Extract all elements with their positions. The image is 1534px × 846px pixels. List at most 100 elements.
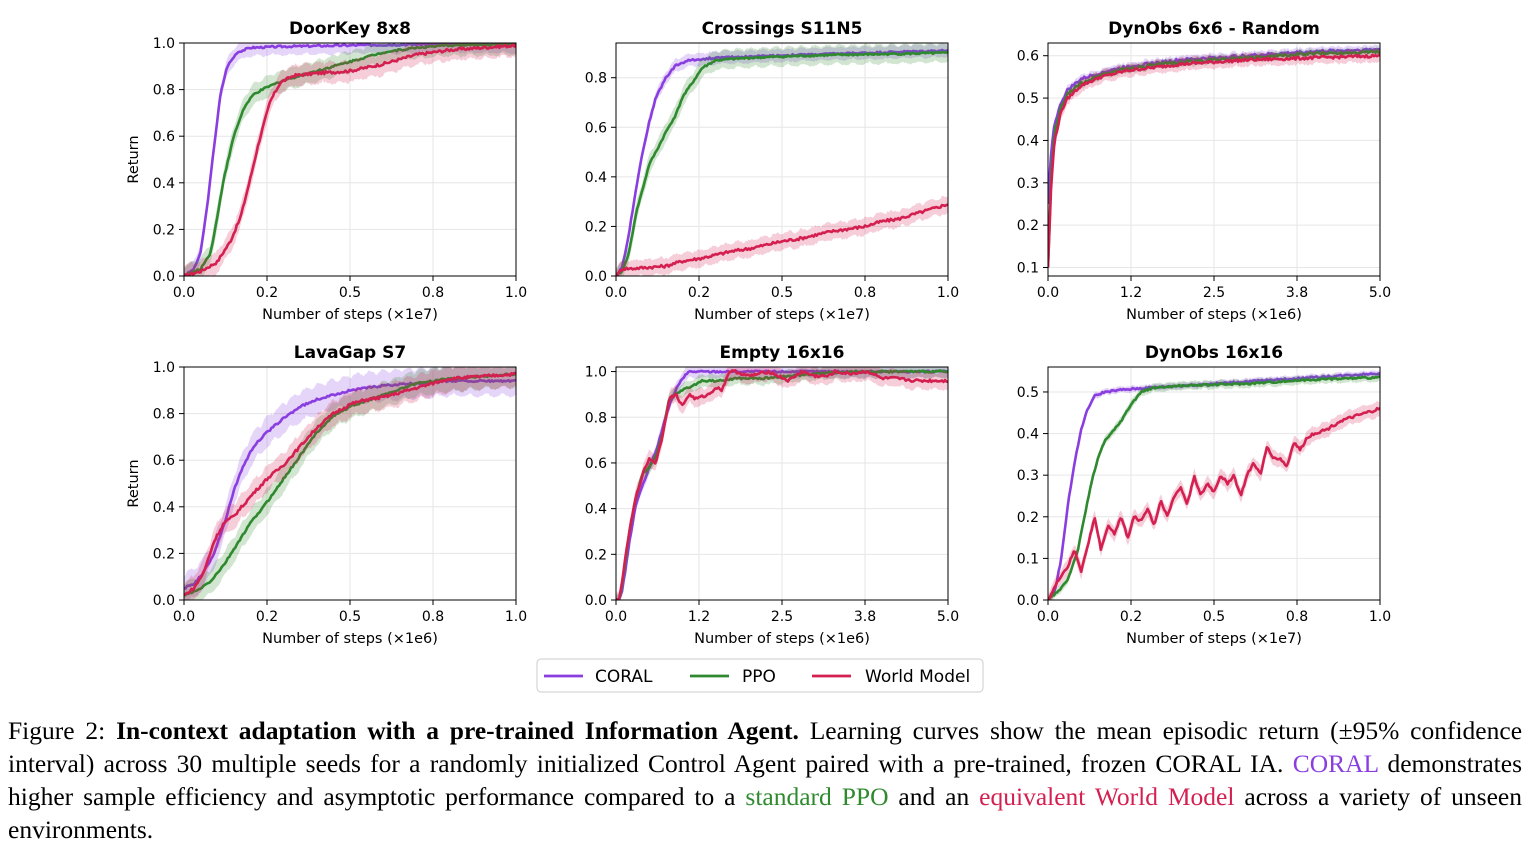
y-tick-label: 1.0 (585, 365, 607, 381)
ci-band-ppo (184, 367, 516, 600)
x-tick-label: 0.2 (688, 285, 710, 301)
y-tick-label: 0.4 (585, 502, 607, 518)
y-tick-label: 0.1 (1017, 261, 1039, 277)
series-line-world-model (184, 43, 516, 276)
x-tick-label: 2.5 (771, 609, 793, 625)
series-line-ppo (184, 43, 516, 276)
y-tick-label: 0.6 (153, 129, 175, 145)
y-tick-label: 0.5 (1017, 385, 1039, 401)
y-tick-label: 0.4 (153, 500, 175, 516)
y-tick-label: 0.8 (585, 71, 607, 87)
series-line-coral (1048, 47, 1380, 205)
x-tick-label: 0.0 (1037, 609, 1059, 625)
x-axis-label: Number of steps (×1e6) (262, 631, 438, 647)
caption-text-1: Learning curves show the mean episodic r… (8, 716, 1523, 778)
x-tick-label: 0.2 (256, 609, 278, 625)
panel-title: Empty 16x16 (720, 343, 845, 363)
y-tick-label: 0.0 (153, 593, 175, 609)
legend: CORAL PPO World Model (536, 658, 984, 693)
y-tick-label: 0.6 (1017, 49, 1039, 65)
y-tick-label: 0.2 (1017, 510, 1039, 526)
figure-caption: Figure 2: In-context adaptation with a p… (8, 714, 1522, 846)
x-tick-label: 2.5 (1203, 285, 1225, 301)
y-tick-label: 0.8 (153, 83, 175, 99)
series-line-world-model (1048, 406, 1380, 600)
y-tick-label: 0.6 (585, 120, 607, 136)
series-line-coral (184, 378, 516, 590)
x-tick-label: 0.2 (1120, 609, 1142, 625)
x-tick-label: 0.0 (1037, 285, 1059, 301)
y-tick-label: 0.4 (153, 176, 175, 192)
y-tick-label: 0.0 (585, 269, 607, 285)
x-tick-label: 1.0 (505, 285, 527, 301)
ci-band-world-model (184, 43, 516, 276)
y-tick-label: 0.6 (585, 456, 607, 472)
y-tick-label: 0.1 (1017, 551, 1039, 567)
x-tick-label: 0.8 (422, 609, 444, 625)
y-tick-label: 0.2 (1017, 218, 1039, 234)
y-tick-label: 0.5 (1017, 91, 1039, 107)
caption-bold-title: In-context adaptation with a pre-trained… (116, 716, 799, 745)
x-tick-label: 0.5 (339, 285, 361, 301)
x-axis-label: Number of steps (×1e7) (694, 307, 870, 323)
caption-ppo-link[interactable]: standard PPO (745, 782, 889, 811)
y-tick-label: 0.0 (1017, 593, 1039, 609)
ci-band-coral (184, 367, 516, 600)
x-axis-label: Number of steps (×1e7) (1126, 631, 1302, 647)
series-line-coral (184, 43, 516, 276)
ci-band-world-model (184, 367, 516, 600)
x-tick-label: 1.0 (505, 609, 527, 625)
series-line-world-model (616, 203, 948, 276)
y-tick-label: 0.8 (153, 407, 175, 423)
legend-box (536, 658, 984, 693)
caption-text-4: across a variety of unseen environments. (8, 782, 1522, 844)
x-tick-label: 1.0 (1369, 609, 1391, 625)
x-tick-label: 0.5 (771, 285, 793, 301)
x-tick-label: 0.2 (256, 285, 278, 301)
panel-title: Crossings S11N5 (702, 19, 863, 39)
y-tick-label: 0.2 (585, 219, 607, 235)
panel-doorkey-8x8: 0.0 0.2 0.5 0.8 1.0 0.0 0.2 0.4 0.6 0.8 1.0 DoorKey… (126, 19, 527, 323)
ci-band-world-model (616, 195, 948, 276)
y-tick-label: 0.0 (585, 593, 607, 609)
y-tick-label: 0.2 (585, 547, 607, 563)
series-line-ppo (616, 50, 948, 276)
caption-coral-link[interactable]: CORAL (1292, 749, 1379, 778)
x-tick-label: 5.0 (937, 609, 959, 625)
y-tick-label: 0.4 (1017, 133, 1039, 149)
caption-prefix: Figure 2: (8, 716, 117, 745)
caption-text-2: demonstrates higher sample efficiency an… (8, 749, 1522, 811)
x-tick-label: 0.5 (339, 609, 361, 625)
x-tick-label: 0.0 (173, 285, 195, 301)
x-tick-label: 0.5 (1203, 609, 1225, 625)
legend-label-coral: CORAL (595, 667, 653, 687)
caption-wm-link[interactable]: equivalent World Model (979, 782, 1235, 811)
panel-dynobs-6x6-random: 0.0 1.2 2.5 3.8 5.0 0.1 0.2 0.3 0.4 0.5 0.6 DynObs … (1017, 19, 1391, 323)
x-tick-label: 5.0 (1369, 285, 1391, 301)
ci-band-world-model (1048, 400, 1380, 600)
x-tick-label: 3.8 (1286, 285, 1308, 301)
x-axis-label: Number of steps (×1e6) (1126, 307, 1302, 323)
y-axis-label: Return (126, 459, 142, 507)
panel-title: DynObs 16x16 (1145, 343, 1283, 363)
panel-crossings-s11n5: 0.0 0.2 0.5 0.8 1.0 0.0 0.2 0.4 0.6 0.8 Crossings … (585, 19, 959, 323)
y-tick-label: 1.0 (153, 360, 175, 376)
y-tick-label: 0.6 (153, 453, 175, 469)
x-tick-label: 1.2 (688, 609, 710, 625)
series-line-world-model (616, 369, 948, 600)
y-tick-label: 0.4 (585, 170, 607, 186)
x-tick-label: 0.8 (422, 285, 444, 301)
panel-lavagap-s7: 0.0 0.2 0.5 0.8 1.0 0.0 0.2 0.4 0.6 0.8 1.0 LavaGap… (126, 343, 527, 647)
x-axis-label: Number of steps (×1e7) (262, 307, 438, 323)
x-tick-label: 0.8 (854, 285, 876, 301)
legend-label-world-model: World Model (865, 667, 970, 687)
y-tick-label: 1.0 (153, 36, 175, 52)
series-line-ppo (1048, 49, 1380, 268)
x-tick-label: 1.2 (1120, 285, 1142, 301)
x-tick-label: 1.0 (937, 285, 959, 301)
y-axis-label: Return (126, 135, 142, 183)
legend-label-ppo: PPO (742, 667, 776, 687)
y-tick-label: 0.2 (153, 222, 175, 238)
x-tick-label: 0.0 (173, 609, 195, 625)
y-tick-label: 0.0 (153, 269, 175, 285)
